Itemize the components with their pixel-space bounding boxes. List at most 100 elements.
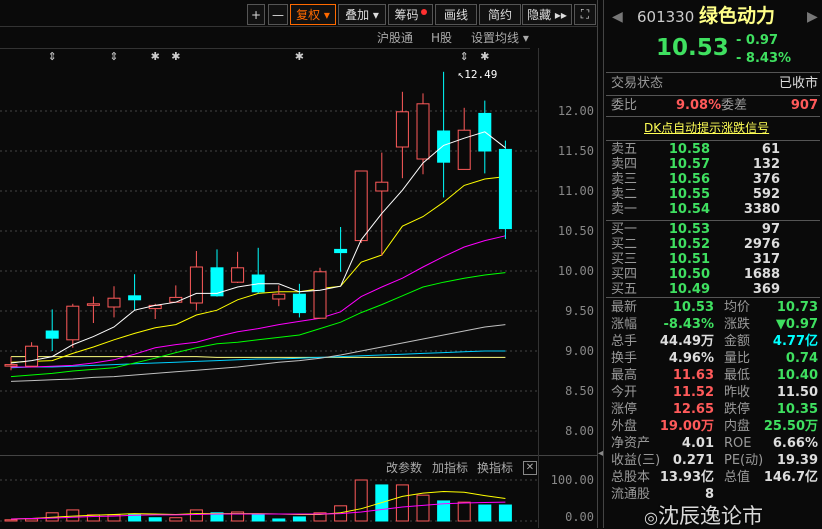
stat-row: 换手 4.96% 量比 0.74 [608, 351, 818, 366]
divider [0, 26, 598, 27]
next-stock-icon[interactable]: ▶ [807, 9, 818, 25]
candle-body [66, 305, 80, 341]
stat-label: ROE [724, 436, 752, 451]
candle-body [25, 345, 39, 367]
candle [272, 285, 286, 307]
volume-bar [395, 484, 409, 522]
stat-value: 12.65 [672, 402, 714, 417]
stat-label: 总值 [724, 470, 751, 485]
candle [189, 251, 203, 311]
trade-status: 已收市 [778, 76, 818, 91]
draw-button[interactable]: 画线 [435, 4, 477, 25]
price-tick-label: 10.50 [557, 224, 594, 238]
volume-bar [498, 504, 512, 522]
volume-bar [457, 501, 471, 522]
button-label: 叠加 ▾ [345, 8, 379, 22]
stat-value: 13.93亿 [659, 470, 714, 485]
weibi-label: 委比 [611, 98, 638, 113]
button-label: 复权 ▾ [296, 8, 330, 22]
stat-label: 总手 [611, 334, 638, 349]
stat-value: ▼0.97 [775, 317, 818, 332]
level-price: 10.56 [668, 172, 710, 187]
prev-stock-icon[interactable]: ◀ [612, 9, 623, 25]
volume-bar [272, 518, 286, 522]
level-volume: 97 [761, 222, 780, 237]
edit-params-button[interactable]: 改参数 [386, 461, 423, 475]
volume-bar [25, 518, 39, 522]
kline-chart[interactable]: ↖12.49 ⇕ ⇕ ✱ ✱ ✱ ⇕ ✱ [0, 0, 600, 528]
fullscreen-button[interactable]: ⛶ [574, 4, 596, 25]
candle [86, 296, 100, 323]
volume-bar [416, 494, 430, 522]
button-label: — [272, 7, 284, 22]
weicha-value: 907 [790, 98, 818, 113]
axis-divider [538, 48, 539, 528]
level-price: 10.54 [668, 202, 710, 217]
level-volume: 592 [752, 187, 780, 202]
signal-link[interactable]: DK点自动提示涨跌信号 [644, 121, 770, 135]
candle [66, 303, 80, 348]
volume-bar [354, 479, 368, 522]
event-marker-icon: ✱ [480, 50, 489, 63]
stat-label: 内盘 [724, 419, 751, 434]
order-book-row: 买三 10.51 317 [608, 252, 818, 267]
switch-indicator-button[interactable]: 换指标 [477, 461, 514, 475]
candle [416, 93, 430, 175]
volume-bar [251, 513, 265, 522]
ma-setting-dropdown[interactable]: 设置均线 ▾ [471, 31, 529, 45]
close-panel-icon[interactable]: ✕ [523, 461, 537, 475]
stat-row: 净资产 4.01 ROE 6.66% [608, 436, 818, 451]
chips-button[interactable]: 筹码 [388, 4, 433, 25]
candle-body [395, 111, 409, 148]
stat-value: 11.50 [776, 385, 818, 400]
hsgt-button[interactable]: 沪股通 [377, 31, 414, 45]
stat-value: 10.53 [672, 300, 714, 315]
candle-body [169, 296, 183, 303]
candle-body [128, 295, 142, 301]
high-price-annotation: ↖12.49 [458, 68, 498, 81]
stat-label: 昨收 [724, 385, 751, 400]
level-price: 10.55 [668, 187, 710, 202]
stat-value: -8.43% [663, 317, 715, 332]
stat-label: 金额 [724, 334, 751, 349]
overlay-button[interactable]: 叠加 ▾ [338, 4, 386, 25]
stat-label: 最高 [611, 368, 638, 383]
stat-value: 25.50万 [763, 419, 818, 434]
order-book-row: 卖二 10.55 592 [608, 187, 818, 202]
order-book-row: 买四 10.50 1688 [608, 267, 818, 282]
candle [498, 140, 512, 239]
stat-value: 6.66% [772, 436, 818, 451]
stat-value: 8 [704, 487, 714, 502]
candle-body [457, 129, 471, 170]
level-label: 买四 [611, 267, 638, 282]
order-book-row: 买五 10.49 369 [608, 282, 818, 297]
zoom-in-button[interactable]: + [247, 4, 265, 25]
adjust-button[interactable]: 复权 ▾ [290, 4, 336, 25]
level-price: 10.57 [668, 157, 710, 172]
price-tick-label: 12.00 [557, 104, 594, 118]
level-label: 买三 [611, 252, 638, 267]
add-indicator-button[interactable]: 加指标 [432, 461, 469, 475]
zoom-out-button[interactable]: — [268, 4, 288, 25]
candle [437, 71, 451, 198]
candle [395, 91, 409, 179]
stat-value: 19.00万 [659, 419, 714, 434]
candle [4, 356, 18, 371]
stat-label: 均价 [724, 300, 751, 315]
stat-value: 4.77亿 [772, 334, 818, 349]
candle-body [292, 293, 306, 314]
candle-body [4, 364, 18, 367]
collapse-panel-icon[interactable]: ◂ [598, 448, 604, 459]
event-marker-icon: ✱ [171, 50, 180, 63]
candle [251, 247, 265, 294]
hide-button[interactable]: 隐藏 ▸▸ [522, 4, 572, 25]
candle-body [272, 293, 286, 300]
level-price: 10.52 [668, 237, 710, 252]
stat-label: 换手 [611, 351, 638, 366]
watermark: ◎沈辰逸论市 [644, 504, 763, 528]
simple-button[interactable]: 简约 [479, 4, 521, 25]
hshare-button[interactable]: H股 [431, 31, 453, 45]
vol-axis-label: 0.00 [565, 510, 594, 524]
last-price: 10.53 [656, 35, 729, 61]
candle-body [45, 330, 59, 339]
